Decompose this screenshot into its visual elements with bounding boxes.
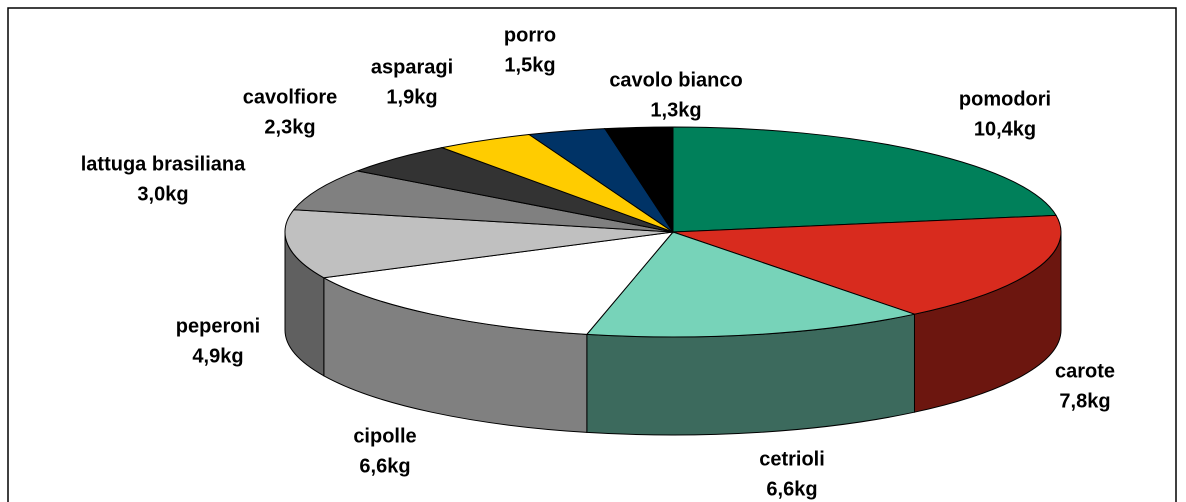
category-label: lattuga brasiliana (81, 153, 246, 175)
pie-slice (585, 231, 917, 338)
pie-slice (672, 126, 1057, 233)
pie-slice (604, 126, 674, 234)
category-label: cavolfiore (243, 86, 337, 108)
value-label: 2,3kg (264, 116, 315, 138)
category-label: asparagi (371, 56, 453, 78)
category-label: peperoni (176, 315, 260, 337)
category-label: pomodori (959, 88, 1051, 110)
value-label: 4,9kg (192, 345, 243, 367)
value-label: 1,9kg (386, 86, 437, 108)
pie-slice (292, 170, 674, 233)
category-label: cetrioli (759, 448, 825, 470)
pie-slice (672, 214, 1062, 315)
category-label: carote (1055, 360, 1115, 382)
pie-slice (322, 231, 675, 335)
category-label: cavolo bianco (609, 69, 742, 91)
value-label: 10,4kg (974, 118, 1036, 140)
value-label: 6,6kg (766, 478, 817, 500)
value-label: 7,8kg (1059, 390, 1110, 412)
value-label: 3,0kg (137, 183, 188, 205)
value-label: 1,5kg (504, 54, 555, 76)
top-faces (284, 126, 1062, 338)
category-label: porro (504, 24, 556, 46)
value-label: 1,3kg (650, 99, 701, 121)
category-label: cipolle (353, 425, 416, 447)
value-label: 6,6kg (359, 455, 410, 477)
